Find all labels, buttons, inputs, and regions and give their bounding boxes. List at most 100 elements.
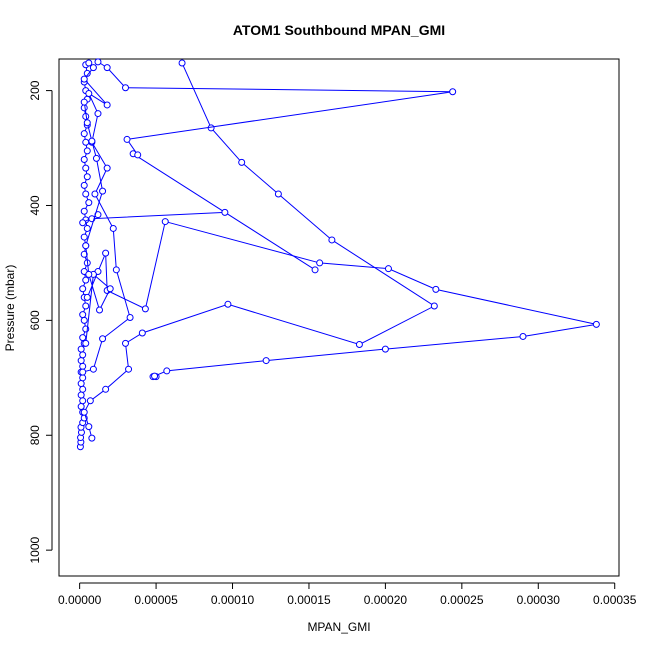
- chart-title: ATOM1 Southbound MPAN_GMI: [233, 22, 445, 38]
- series-2: [80, 59, 438, 442]
- data-point: [80, 98, 88, 106]
- data-point: [79, 397, 87, 405]
- data-point: [82, 190, 90, 198]
- y-tick-label: 600: [28, 310, 42, 330]
- data-point: [80, 207, 88, 215]
- data-point: [178, 59, 186, 67]
- series-line: [83, 62, 436, 439]
- data-point: [384, 265, 392, 273]
- series-line: [86, 220, 597, 378]
- data-point: [355, 341, 363, 348]
- data-point: [103, 164, 111, 172]
- data-point: [85, 89, 93, 97]
- data-point: [328, 236, 336, 244]
- data-point: [103, 101, 111, 109]
- data-point: [274, 190, 282, 198]
- data-point: [449, 88, 457, 96]
- data-point: [83, 69, 91, 77]
- x-tick-label: 0.00030: [517, 593, 561, 607]
- data-point: [592, 320, 600, 328]
- data-point: [80, 156, 88, 164]
- data-point: [123, 135, 131, 143]
- x-tick-label: 0.00000: [58, 593, 102, 607]
- x-tick-label: 0.00005: [134, 593, 178, 607]
- data-point: [79, 362, 87, 370]
- data-point: [106, 285, 114, 293]
- data-point: [79, 219, 87, 227]
- data-point: [79, 334, 87, 342]
- data-point: [163, 367, 171, 375]
- plot-frame: [58, 58, 620, 577]
- data-point: [109, 224, 117, 232]
- data-point: [79, 368, 87, 376]
- data-point: [207, 124, 215, 132]
- x-axis: 0.00000 0.00005 0.00010 0.00015 0.00020 0.000…: [58, 582, 637, 607]
- data-point: [83, 173, 91, 181]
- data-point: [316, 259, 324, 267]
- data-point: [430, 302, 438, 310]
- data-point: [432, 285, 440, 293]
- data-point: [80, 130, 88, 138]
- y-axis-label: Pressure (mbar): [3, 265, 17, 352]
- data-point: [79, 351, 87, 359]
- data-point: [83, 147, 91, 155]
- x-tick-label: 0.00025: [440, 593, 484, 607]
- data-point: [112, 266, 120, 274]
- data-point: [82, 164, 90, 172]
- data-point: [82, 138, 90, 146]
- data-point: [80, 250, 88, 258]
- x-axis-label: MPAN_GMI: [307, 620, 370, 634]
- series-5: [79, 59, 134, 376]
- data-point: [80, 75, 88, 83]
- x-tick-label: 0.00020: [364, 593, 408, 607]
- data-point: [82, 339, 90, 347]
- data-point: [94, 58, 102, 66]
- data-point: [83, 293, 91, 301]
- data-point: [381, 345, 389, 353]
- data-point: [221, 208, 229, 216]
- data-point: [80, 104, 88, 112]
- data-point: [141, 305, 149, 313]
- data-point: [96, 306, 104, 314]
- data-point: [82, 302, 90, 310]
- x-tick-label: 0.00010: [211, 593, 255, 607]
- series-layer: [76, 58, 600, 451]
- data-point: [262, 357, 270, 365]
- series-3: [83, 218, 600, 381]
- data-point: [80, 181, 88, 189]
- data-point: [102, 385, 110, 393]
- data-point: [79, 385, 87, 393]
- y-tick-label: 800: [28, 425, 42, 445]
- series-6: [80, 98, 114, 347]
- data-point: [85, 423, 93, 431]
- data-point: [89, 365, 97, 373]
- data-point: [88, 434, 96, 442]
- data-point: [224, 300, 232, 308]
- data-point: [122, 84, 129, 92]
- data-point: [83, 224, 91, 232]
- data-point: [89, 64, 97, 72]
- data-point: [77, 403, 85, 411]
- data-point: [94, 110, 102, 118]
- data-point: [91, 190, 99, 198]
- data-point: [85, 59, 93, 67]
- data-point: [79, 374, 87, 382]
- x-tick-label: 0.00015: [287, 593, 331, 607]
- data-point: [99, 335, 107, 343]
- data-point: [103, 64, 111, 72]
- data-point: [238, 158, 246, 166]
- data-point: [77, 380, 85, 388]
- data-point: [102, 249, 110, 257]
- data-point: [82, 242, 90, 250]
- data-point: [99, 187, 107, 195]
- data-point: [134, 151, 142, 159]
- data-point: [79, 311, 87, 319]
- series-4: [79, 58, 457, 274]
- data-point: [311, 266, 319, 274]
- series-1: [76, 61, 93, 451]
- y-axis: 200 400 600 800 1000: [28, 80, 53, 564]
- data-point: [88, 137, 96, 145]
- data-point: [138, 329, 146, 337]
- data-point: [125, 365, 133, 373]
